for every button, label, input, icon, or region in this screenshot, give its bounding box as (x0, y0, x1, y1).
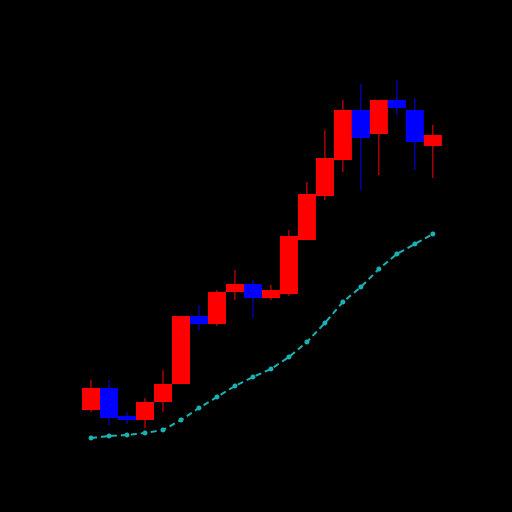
candle-body (333, 110, 352, 160)
moving-average-point (394, 251, 400, 257)
candle-body (207, 292, 226, 324)
candle-body (243, 284, 262, 298)
candle-body (171, 316, 190, 384)
moving-average-point (106, 433, 112, 439)
candle-body (100, 388, 119, 418)
candle-body (405, 110, 424, 142)
moving-average-point (178, 417, 184, 423)
candle-body (423, 135, 442, 146)
candle-body (118, 416, 137, 420)
candle-body (315, 158, 334, 196)
candle-body (136, 402, 154, 420)
moving-average-point (286, 354, 292, 360)
moving-average-point (160, 427, 166, 433)
candle-body (225, 284, 244, 292)
moving-average-point (124, 432, 130, 438)
candle-body (351, 110, 370, 138)
moving-average-point (88, 435, 94, 441)
candle-body (82, 388, 101, 410)
moving-average-point (250, 374, 256, 380)
moving-average-point (376, 266, 382, 272)
moving-average-point (340, 299, 346, 305)
candle-body (189, 316, 208, 324)
candle-body (279, 236, 298, 294)
candle-body (261, 290, 280, 298)
moving-average-point (430, 231, 436, 237)
candle-body (297, 194, 316, 240)
moving-average-point (214, 394, 220, 400)
candle-body (387, 100, 406, 108)
moving-average-line (90, 233, 434, 439)
moving-average-point (142, 430, 148, 436)
moving-average-point (322, 320, 328, 326)
moving-average-point (358, 284, 364, 290)
moving-average-point (232, 383, 238, 389)
candle-body (369, 100, 388, 134)
moving-average-point (304, 339, 310, 345)
moving-average-point (196, 405, 202, 411)
moving-average-point (268, 366, 274, 372)
moving-average-point (412, 241, 418, 247)
candle-body (153, 384, 172, 402)
